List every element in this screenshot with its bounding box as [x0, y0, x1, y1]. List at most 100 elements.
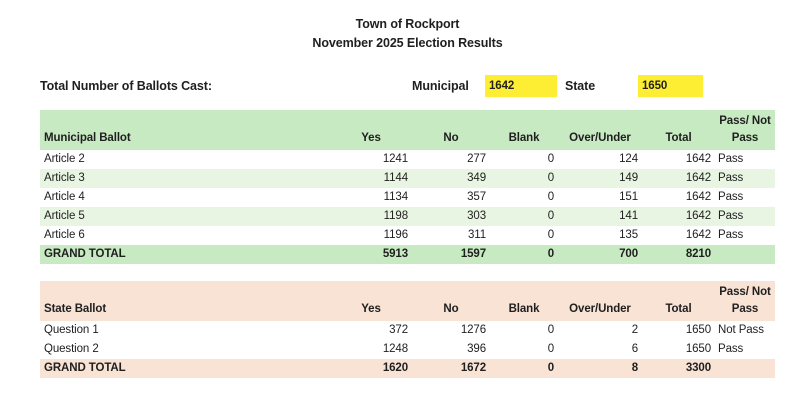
cell-total: 1650 — [685, 324, 711, 336]
cell-total: 3300 — [685, 362, 711, 374]
cell-blank: 0 — [547, 343, 554, 355]
state-grand-total-row: GRAND TOTAL 1620 1672 0 8 3300 — [40, 359, 775, 378]
cell-blank: 0 — [547, 210, 554, 222]
cell-total: 8210 — [685, 248, 711, 260]
cell-blank: 0 — [547, 362, 554, 374]
cell-total: 1650 — [685, 343, 711, 355]
cell-total: 1642 — [685, 153, 711, 165]
column-header-over-under: Over/Under — [569, 303, 631, 315]
column-header-no: No — [443, 303, 459, 315]
state-ballots-value-cell[interactable]: 1650 — [638, 75, 703, 97]
cell-yes: 1198 — [383, 210, 408, 222]
cell-blank: 0 — [547, 172, 554, 184]
column-header-blank: Blank — [508, 303, 540, 315]
cell-over-under: 149 — [619, 172, 638, 184]
cell-pass: Pass — [718, 191, 744, 203]
cell-yes: 1134 — [383, 191, 408, 203]
municipal-grand-total-row: GRAND TOTAL 5913 1597 0 700 8210 — [40, 245, 775, 264]
cell-no: 1276 — [460, 324, 486, 336]
municipal-ballots-value-cell[interactable]: 1642 — [485, 75, 557, 97]
cell-yes: 5913 — [382, 248, 408, 260]
ballots-cast-label: Total Number of Ballots Cast: — [40, 79, 212, 93]
table-row: Question 2 1248 396 0 6 1650 Pass — [40, 340, 775, 359]
state-results-table: State Ballot Yes No Blank Over/Under Tot… — [40, 281, 775, 378]
table-row: Article 2 1241 277 0 124 1642 Pass — [40, 150, 775, 169]
cell-yes: 1620 — [382, 362, 408, 374]
cell-yes: 1241 — [382, 153, 408, 165]
cell-blank: 0 — [547, 248, 554, 260]
row-label: Article 2 — [44, 153, 85, 165]
municipal-results-table: Municipal Ballot Yes No Blank Over/Under… — [40, 110, 775, 264]
cell-no: 1597 — [460, 248, 486, 260]
cell-pass: Pass — [718, 153, 744, 165]
table-row: Article 5 1198 303 0 141 1642 Pass — [40, 207, 775, 226]
row-label: GRAND TOTAL — [44, 248, 126, 260]
cell-blank: 0 — [547, 191, 554, 203]
cell-over-under: 6 — [631, 343, 638, 355]
cell-total: 1642 — [685, 210, 711, 222]
column-header-no: No — [443, 132, 459, 144]
row-label: Question 2 — [44, 343, 99, 355]
cell-total: 1642 — [685, 229, 711, 241]
column-header-blank: Blank — [508, 132, 540, 144]
row-label: GRAND TOTAL — [44, 362, 126, 374]
municipal-table-header: Municipal Ballot Yes No Blank Over/Under… — [40, 110, 775, 150]
cell-yes: 1144 — [383, 172, 408, 184]
table-row: Article 4 1134 357 0 151 1642 Pass — [40, 188, 775, 207]
cell-pass — [715, 359, 775, 378]
state-ballots-label: State — [565, 79, 596, 93]
page-subtitle: November 2025 Election Results — [312, 36, 503, 50]
cell-blank: 0 — [547, 229, 554, 241]
row-label: Article 5 — [44, 210, 85, 222]
row-label: Article 3 — [44, 172, 85, 184]
column-header-yes: Yes — [361, 132, 381, 144]
cell-over-under: 2 — [631, 324, 638, 336]
cell-over-under: 8 — [631, 362, 638, 374]
municipal-ballots-label: Municipal — [412, 79, 469, 93]
cell-pass: Pass — [718, 210, 744, 222]
row-label: Article 6 — [44, 229, 85, 241]
cell-over-under: 700 — [619, 248, 638, 260]
cell-no: 396 — [467, 343, 486, 355]
cell-yes: 1248 — [382, 343, 408, 355]
column-header-municipal-ballot: Municipal Ballot — [44, 132, 131, 144]
cell-over-under: 151 — [619, 191, 638, 203]
column-header-state-ballot: State Ballot — [44, 303, 107, 315]
cell-over-under: 124 — [619, 153, 638, 165]
column-header-pass-not-pass: Pass/ Not Pass — [719, 286, 771, 315]
cell-over-under: 141 — [619, 210, 638, 222]
title-block: Town of Rockport November 2025 Election … — [40, 15, 775, 53]
page-title: Town of Rockport — [355, 17, 460, 31]
cell-pass: Pass — [718, 172, 744, 184]
cell-no: 349 — [467, 172, 486, 184]
table-row: Article 6 1196 311 0 135 1642 Pass — [40, 226, 775, 245]
cell-no: 311 — [467, 229, 486, 241]
cell-yes: 1196 — [383, 229, 408, 241]
cell-pass: Not Pass — [718, 324, 764, 336]
column-header-over-under: Over/Under — [569, 132, 631, 144]
cell-pass — [715, 245, 775, 264]
cell-no: 1672 — [460, 362, 486, 374]
column-header-pass-not-pass: Pass/ Not Pass — [719, 115, 771, 144]
row-label: Question 1 — [44, 324, 99, 336]
cell-pass: Pass — [718, 229, 744, 241]
cell-total: 1642 — [685, 172, 711, 184]
cell-blank: 0 — [547, 324, 554, 336]
column-header-total: Total — [665, 132, 692, 144]
table-row: Question 1 372 1276 0 2 1650 Not Pass — [40, 321, 775, 340]
cell-pass: Pass — [718, 343, 744, 355]
state-table-header: State Ballot Yes No Blank Over/Under Tot… — [40, 281, 775, 321]
cell-over-under: 135 — [619, 229, 638, 241]
column-header-yes: Yes — [361, 303, 381, 315]
cell-no: 303 — [467, 210, 486, 222]
cell-blank: 0 — [547, 153, 554, 165]
cell-yes: 372 — [389, 324, 408, 336]
cell-total: 1642 — [685, 191, 711, 203]
cell-no: 357 — [467, 191, 486, 203]
row-label: Article 4 — [44, 191, 85, 203]
ballots-cast-row: Total Number of Ballots Cast: Municipal … — [40, 75, 775, 97]
cell-no: 277 — [467, 153, 486, 165]
column-header-total: Total — [665, 303, 692, 315]
table-row: Article 3 1144 349 0 149 1642 Pass — [40, 169, 775, 188]
